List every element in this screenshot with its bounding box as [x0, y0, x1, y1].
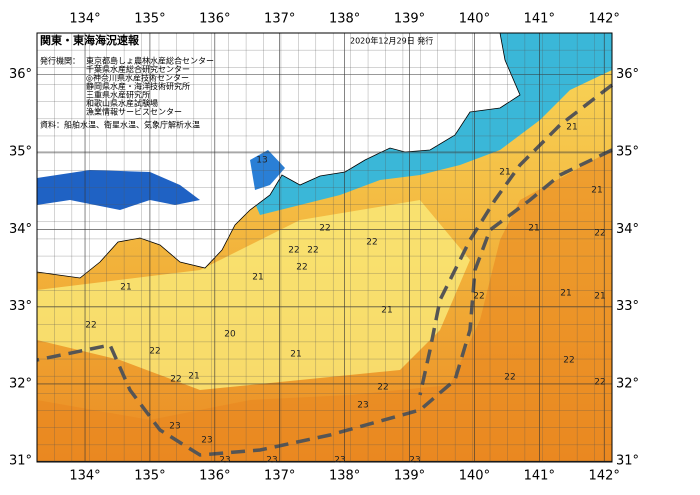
land	[36, 32, 521, 279]
lon-label: 142°	[589, 12, 620, 27]
isotherm-label: 22	[307, 246, 318, 256]
lon-label: 137°	[264, 12, 295, 27]
isotherm-label: 21	[252, 273, 263, 283]
issuer: 千葉県水産総合研究センター	[86, 64, 190, 74]
lon-label: 138°	[329, 469, 360, 484]
lat-label: 36°	[9, 67, 32, 82]
isotherm-label: 22	[288, 246, 299, 256]
isotherm-label: 23	[219, 456, 230, 466]
current-axis	[36, 148, 613, 457]
issuer: ◎神奈川県水産技術センター	[86, 73, 189, 83]
lon-label: 134°	[69, 469, 100, 484]
lon-label: 136°	[199, 12, 230, 27]
lat-label: 32°	[616, 376, 639, 391]
ise-bay	[250, 150, 285, 190]
isotherm-label: 21	[188, 372, 199, 382]
isotherm-label: 21	[560, 289, 571, 299]
issuer: 三重県水産研究所	[86, 90, 150, 100]
lat-label: 33°	[616, 299, 639, 314]
isotherm-label: 21	[566, 123, 577, 133]
lat-label: 31°	[9, 454, 32, 469]
isotherm-label: 22	[563, 356, 574, 366]
isotherm-label: 22	[504, 373, 515, 383]
lat-label: 34°	[616, 222, 639, 237]
isotherm-label: 23	[266, 456, 277, 466]
isotherm-label: 22	[296, 263, 307, 273]
isotherm-label: 21	[591, 186, 602, 196]
issuer: 漁業情報サービスセンター	[86, 107, 182, 117]
lon-label: 140°	[459, 469, 490, 484]
lat-label: 35°	[9, 145, 32, 160]
isotherm-label: 22	[85, 321, 96, 331]
lat-label: 31°	[616, 454, 639, 469]
lat-label: 33°	[9, 299, 32, 314]
lon-label: 139°	[394, 469, 425, 484]
isotherm-label: 23	[201, 436, 212, 446]
lon-label: 139°	[394, 12, 425, 27]
isotherm-label: 20	[224, 330, 236, 340]
issuer: 和歌山県水産試験場	[86, 98, 158, 108]
lat-label: 34°	[9, 222, 32, 237]
isotherm-label: 22	[473, 292, 484, 302]
issuer-label: 発行機関：	[40, 56, 80, 66]
lat-label: 32°	[9, 376, 32, 391]
issuer: 静岡県水産・海洋技術研究所	[86, 81, 190, 91]
isotherm-label: 21	[528, 224, 539, 234]
isotherm-label: 22	[366, 238, 377, 248]
isotherm-label: 21	[381, 306, 392, 316]
lon-label: 137°	[264, 469, 295, 484]
isotherm-label: 23	[334, 456, 345, 466]
lon-label: 142°	[589, 469, 620, 484]
isotherm-label: 21	[120, 283, 131, 293]
isotherm-label: 22	[377, 383, 388, 393]
lon-label: 135°	[134, 469, 165, 484]
isotherm-label: 22	[594, 229, 605, 239]
isotherm-label: 22	[594, 378, 605, 388]
isotherm-label: 22	[170, 375, 181, 385]
current-axis	[418, 83, 614, 396]
isotherm-label: 21	[499, 168, 510, 178]
source: 資料：船舶水温、衛星水温、気象庁解析水温	[40, 120, 200, 130]
lon-label: 136°	[199, 469, 230, 484]
isotherm-label: 22	[319, 224, 330, 234]
inland-sea	[37, 170, 200, 210]
isotherm-label: 22	[149, 347, 160, 357]
isotherm-label: 21	[290, 350, 301, 360]
lon-label: 140°	[459, 12, 490, 27]
lon-label: 134°	[69, 12, 100, 27]
date: 2020年12月29日 発行	[350, 36, 433, 46]
isotherm-label: 23	[409, 456, 420, 466]
isotherm-label: 23	[169, 422, 180, 432]
lon-label: 135°	[134, 12, 165, 27]
issuer: 東京都島しょ農林水産総合センター	[86, 56, 214, 66]
cool-water	[37, 200, 470, 390]
isotherm-label: 13	[256, 156, 267, 166]
title: 関東・東海海況速報	[40, 33, 140, 47]
lon-label: 141°	[524, 469, 555, 484]
isotherm-label: 23	[357, 401, 368, 411]
isotherm-label: 21	[594, 292, 605, 302]
lon-label: 138°	[329, 12, 360, 27]
frame	[36, 32, 613, 463]
lon-label: 141°	[524, 12, 555, 27]
lat-label: 35°	[616, 145, 639, 160]
lat-label: 36°	[616, 67, 639, 82]
